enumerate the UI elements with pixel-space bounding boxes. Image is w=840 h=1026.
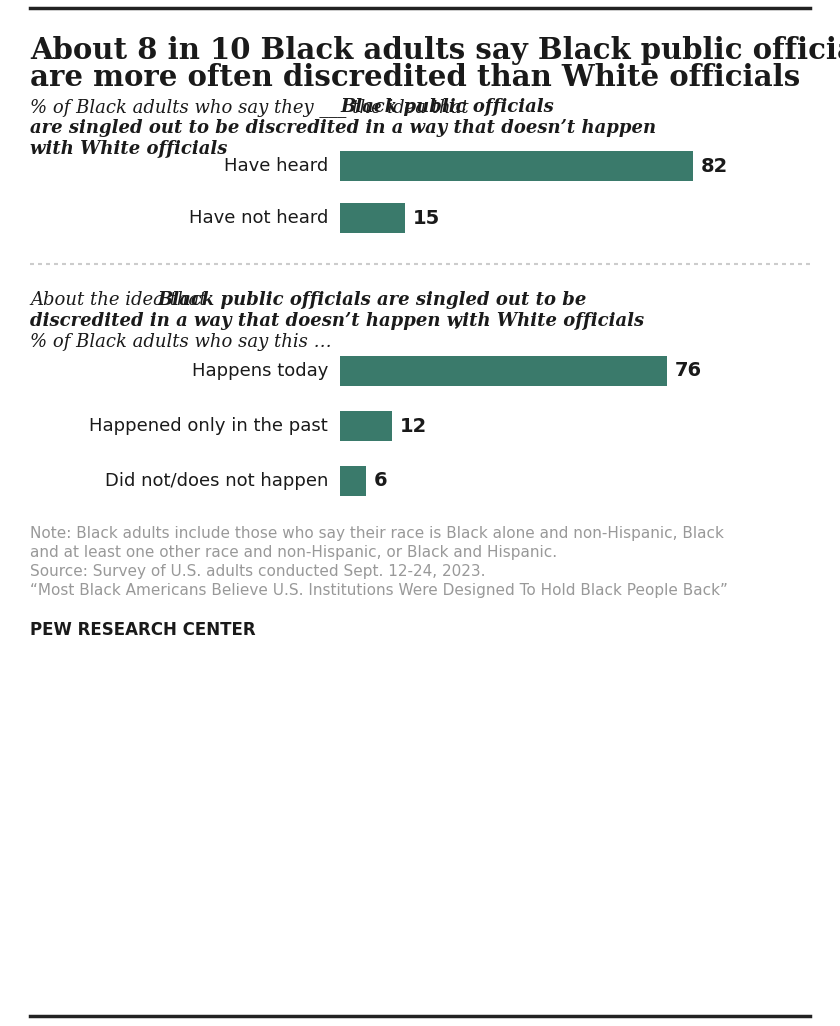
Text: Happened only in the past: Happened only in the past bbox=[89, 417, 328, 435]
Text: “Most Black Americans Believe U.S. Institutions Were Designed To Hold Black Peop: “Most Black Americans Believe U.S. Insti… bbox=[30, 583, 728, 598]
Bar bbox=[340, 411, 391, 441]
Text: About the idea that: About the idea that bbox=[30, 291, 213, 309]
Text: Have heard: Have heard bbox=[223, 157, 328, 175]
Text: and at least one other race and non-Hispanic, or Black and Hispanic.: and at least one other race and non-Hisp… bbox=[30, 545, 557, 560]
Text: Note: Black adults include those who say their race is Black alone and non-Hispa: Note: Black adults include those who say… bbox=[30, 526, 724, 541]
Text: % of Black adults who say they ___ the idea that: % of Black adults who say they ___ the i… bbox=[30, 98, 475, 117]
Text: 12: 12 bbox=[400, 417, 427, 435]
Text: 82: 82 bbox=[701, 157, 727, 175]
Text: % of Black adults who say this …: % of Black adults who say this … bbox=[30, 333, 332, 351]
Text: Happens today: Happens today bbox=[192, 362, 328, 380]
Bar bbox=[340, 356, 667, 386]
Bar bbox=[340, 151, 693, 181]
Text: are singled out to be discredited in a way that doesn’t happen: are singled out to be discredited in a w… bbox=[30, 119, 656, 137]
Text: Did not/does not happen: Did not/does not happen bbox=[105, 472, 328, 490]
Text: Black public officials: Black public officials bbox=[340, 98, 554, 116]
Text: are more often discredited than White officials: are more often discredited than White of… bbox=[30, 63, 801, 92]
Text: Black public officials are singled out to be: Black public officials are singled out t… bbox=[157, 291, 586, 309]
Text: About 8 in 10 Black adults say Black public officials: About 8 in 10 Black adults say Black pub… bbox=[30, 36, 840, 65]
Text: 15: 15 bbox=[412, 208, 440, 228]
Bar bbox=[340, 466, 365, 496]
Text: ,: , bbox=[454, 312, 460, 330]
Text: 6: 6 bbox=[374, 472, 387, 490]
Text: with White officials: with White officials bbox=[30, 140, 228, 158]
Text: PEW RESEARCH CENTER: PEW RESEARCH CENTER bbox=[30, 621, 255, 639]
Text: Source: Survey of U.S. adults conducted Sept. 12-24, 2023.: Source: Survey of U.S. adults conducted … bbox=[30, 564, 486, 579]
Text: discredited in a way that doesn’t happen with White officials: discredited in a way that doesn’t happen… bbox=[30, 312, 644, 330]
Bar bbox=[340, 203, 405, 233]
Text: 76: 76 bbox=[675, 361, 702, 381]
Text: Have not heard: Have not heard bbox=[189, 209, 328, 227]
